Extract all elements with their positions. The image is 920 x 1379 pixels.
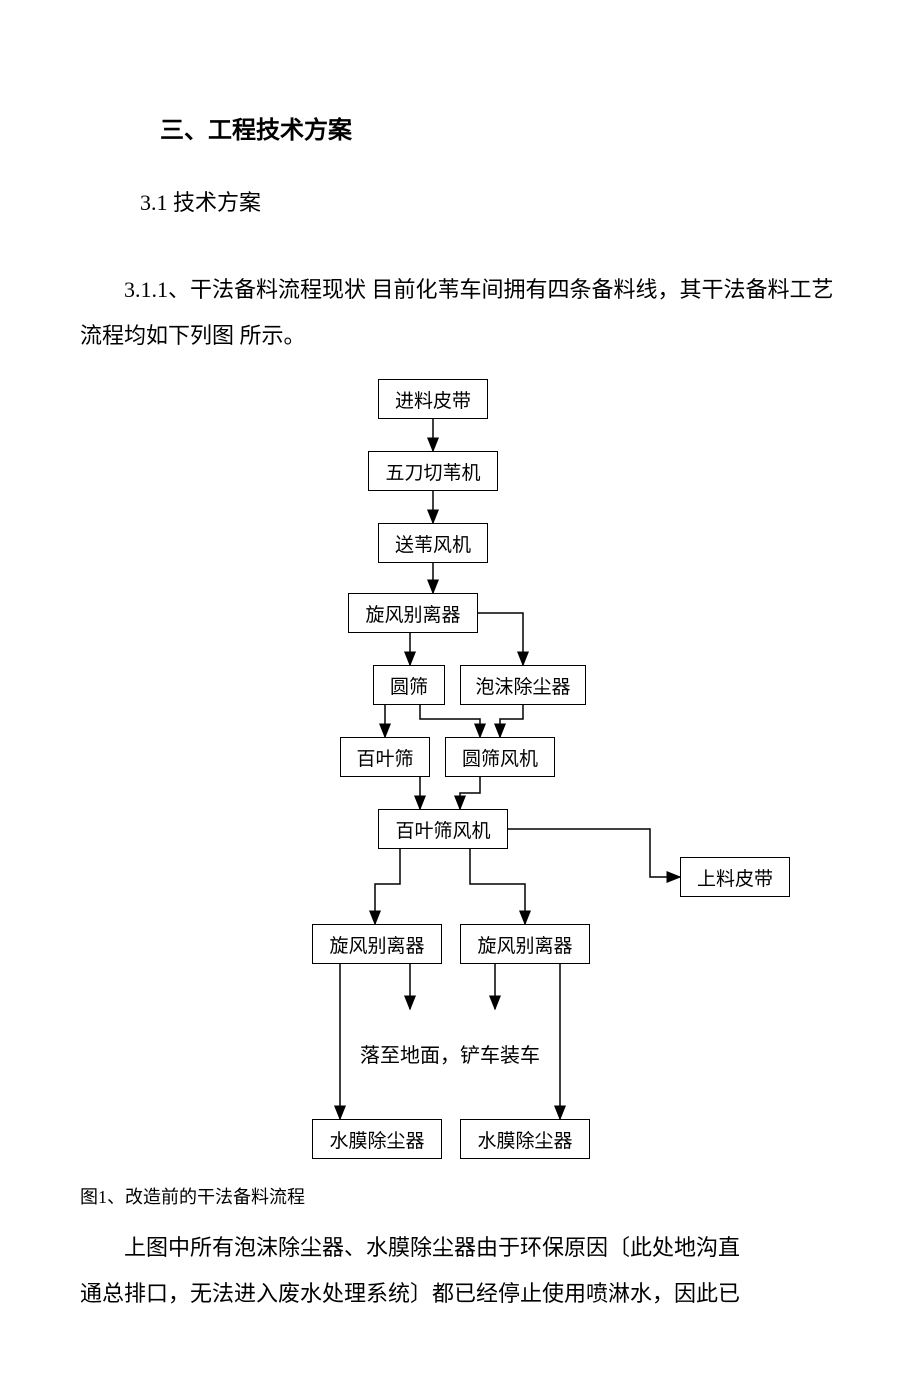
paragraph-body-line1: 上图中所有泡沫除尘器、水膜除尘器由于环保原因〔此处地沟直 — [80, 1227, 840, 1269]
flowchart-node-n10: 上料皮带 — [680, 857, 790, 897]
flowchart-edge-6 — [500, 705, 523, 737]
flowchart-node-n7: 百叶筛 — [340, 737, 430, 777]
flowchart-node-n5: 圆筛 — [373, 665, 445, 705]
flowchart-edge-4 — [478, 613, 523, 665]
paragraph-intro: 3.1.1、干法备料流程现状 目前化苇车间拥有四条备料线，其干法备料工艺流程均如… — [80, 267, 840, 359]
flowchart-container: 进料皮带五刀切苇机送苇风机旋风别离器圆筛泡沫除尘器百叶筛圆筛风机百叶筛风机上料皮… — [220, 379, 840, 1179]
flowchart-node-n2: 五刀切苇机 — [368, 451, 498, 491]
paragraph-body-line2: 通总排口，无法进入废水处理系统〕都已经停止使用喷淋水，因此已 — [80, 1273, 840, 1315]
flowchart-text-t1: 落至地面，铲车装车 — [360, 1039, 540, 1068]
flowchart-node-n12: 旋风别离器 — [460, 924, 590, 964]
flowchart-node-n3: 送苇风机 — [378, 523, 488, 563]
section-heading: 三、工程技术方案 — [160, 110, 840, 145]
flowchart-node-n4: 旋风别离器 — [348, 593, 478, 633]
flowchart-edge-9 — [460, 777, 480, 809]
flowchart-edge-10 — [508, 829, 680, 877]
flowchart-node-n8: 圆筛风机 — [445, 737, 555, 777]
flowchart-node-n1: 进料皮带 — [378, 379, 488, 419]
document-page: 三、工程技术方案 3.1 技术方案 3.1.1、干法备料流程现状 目前化苇车间拥… — [0, 0, 920, 1379]
flowchart-edge-7 — [420, 705, 480, 737]
flowchart-node-n13: 水膜除尘器 — [312, 1119, 442, 1159]
flowchart-node-n11: 旋风别离器 — [312, 924, 442, 964]
flowchart-node-n9: 百叶筛风机 — [378, 809, 508, 849]
subsection-heading: 3.1 技术方案 — [140, 185, 840, 217]
flowchart-node-n6: 泡沫除尘器 — [460, 665, 586, 705]
figure-caption: 图1、改造前的干法备料流程 — [80, 1183, 840, 1209]
flowchart-edge-12 — [470, 849, 525, 924]
flowchart-node-n14: 水膜除尘器 — [460, 1119, 590, 1159]
flowchart-edge-11 — [375, 849, 400, 924]
